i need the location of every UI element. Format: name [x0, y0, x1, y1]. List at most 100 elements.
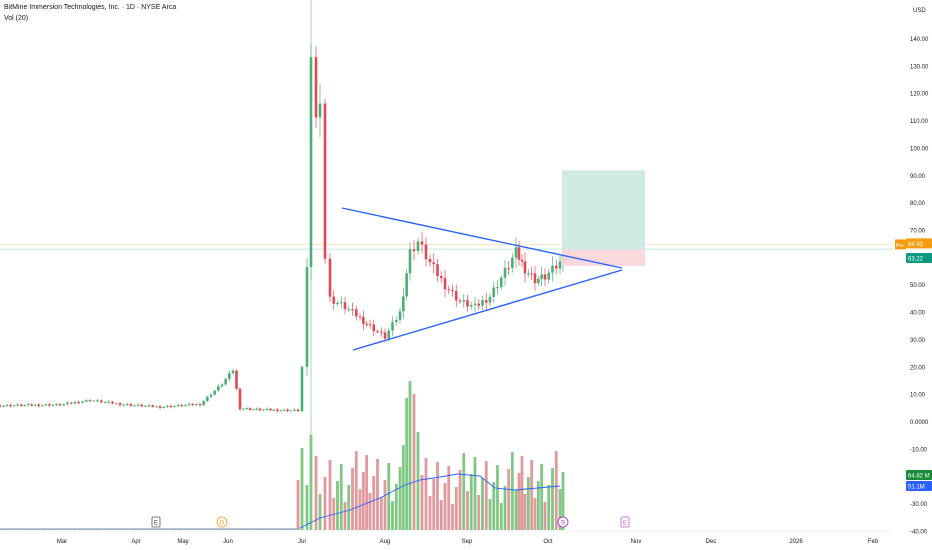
- volume-bar: [365, 455, 369, 530]
- volume-bar: [454, 487, 458, 530]
- stop-zone: [562, 249, 645, 267]
- volume-bar: [540, 464, 544, 530]
- candle-body: [351, 309, 354, 311]
- volume-bar: [391, 501, 394, 530]
- candle-body: [540, 274, 543, 279]
- candle-body: [51, 404, 55, 406]
- candle-body: [158, 406, 162, 408]
- candle-body: [305, 267, 309, 367]
- volume-bar: [451, 504, 454, 530]
- event-marker-bg: [151, 516, 161, 528]
- volume-bar: [481, 478, 484, 530]
- candle-body: [2, 405, 5, 407]
- volume-bar: [443, 483, 447, 530]
- candle-body: [206, 396, 209, 401]
- candle-body: [530, 273, 533, 275]
- candle-body: [368, 324, 372, 326]
- candle-body: [48, 404, 51, 406]
- candle-body: [88, 400, 92, 402]
- price-tick-label: 40.00: [910, 311, 926, 317]
- candle-body: [231, 370, 235, 374]
- volume-bar: [477, 495, 481, 530]
- candle-body: [520, 259, 524, 262]
- candle-body: [258, 408, 262, 411]
- candle-body: [37, 404, 41, 407]
- candle-body: [492, 287, 496, 297]
- volume-bar: [488, 499, 492, 530]
- candle-body: [41, 405, 44, 407]
- volume-bar: [547, 485, 551, 530]
- month-label: Nov: [631, 539, 642, 545]
- position-zones[interactable]: [562, 170, 645, 267]
- volume-bar: [428, 496, 432, 530]
- candle-body: [96, 400, 99, 402]
- candle-body: [122, 404, 125, 406]
- candle-body: [255, 408, 258, 410]
- candle-body: [245, 408, 248, 410]
- month-label: Dec: [706, 539, 717, 545]
- candle-body: [279, 410, 283, 412]
- candle-body: [169, 405, 173, 407]
- month-label: Jun: [223, 539, 233, 545]
- candle-body: [309, 57, 313, 268]
- volume-bar: [473, 457, 477, 530]
- candle-body: [343, 302, 347, 310]
- candle-body: [16, 404, 19, 406]
- volume-bar: [466, 491, 469, 530]
- candle-body: [66, 402, 69, 404]
- candle-body: [469, 305, 473, 307]
- price-tick-label: 140.00: [910, 37, 929, 43]
- candle-body: [537, 278, 540, 284]
- candle-body: [394, 319, 398, 322]
- volume-bar: [436, 462, 439, 530]
- candle-body: [300, 366, 304, 412]
- volume-bar: [351, 468, 354, 530]
- candle-body: [151, 405, 155, 407]
- candle-body: [398, 311, 402, 320]
- price-tick-label: 110.00: [910, 119, 929, 125]
- candle-body: [195, 404, 198, 406]
- candle-body: [198, 404, 202, 406]
- candle-body: [69, 402, 73, 404]
- candle-body: [412, 249, 416, 252]
- candle-body: [238, 388, 242, 410]
- candle-body: [191, 403, 195, 406]
- price-tick-label: 130.00: [910, 64, 929, 70]
- candle-body: [275, 409, 279, 412]
- volume-bar: [526, 477, 530, 530]
- candle-body: [77, 402, 81, 404]
- candle-body: [477, 303, 481, 306]
- candle-body: [55, 404, 58, 406]
- candle-body: [272, 409, 276, 411]
- price-tick-label: -40.00: [910, 529, 928, 535]
- candle-body: [252, 409, 255, 411]
- volume-bar: [520, 456, 524, 530]
- candle-body: [162, 406, 165, 408]
- price-tick-label: 100.00: [910, 146, 929, 152]
- month-label: Mar: [57, 539, 67, 545]
- candle-body: [402, 296, 405, 312]
- lower-trendline: [352, 269, 623, 351]
- candle-body: [451, 290, 454, 292]
- candle-body: [514, 247, 518, 258]
- candle-body: [323, 103, 327, 259]
- indicator-label: Vol (20): [4, 15, 29, 22]
- candle-body: [58, 404, 62, 406]
- price-tick-label: 120.00: [910, 92, 929, 98]
- price-tick-label: 80.00: [910, 201, 926, 207]
- target-zone: [562, 170, 645, 250]
- trendlines[interactable]: [341, 207, 623, 351]
- volume-bar: [343, 502, 347, 530]
- candle-body: [26, 404, 30, 406]
- candle-body: [44, 404, 48, 406]
- candle-body: [213, 390, 216, 395]
- candle-body: [511, 257, 514, 268]
- candle-body: [332, 296, 336, 304]
- candle-body: [543, 274, 547, 280]
- volume-bar: [458, 470, 462, 530]
- candle-body: [473, 303, 477, 306]
- candle-body: [499, 277, 503, 288]
- candle-body: [314, 57, 318, 118]
- candle-body: [347, 309, 351, 311]
